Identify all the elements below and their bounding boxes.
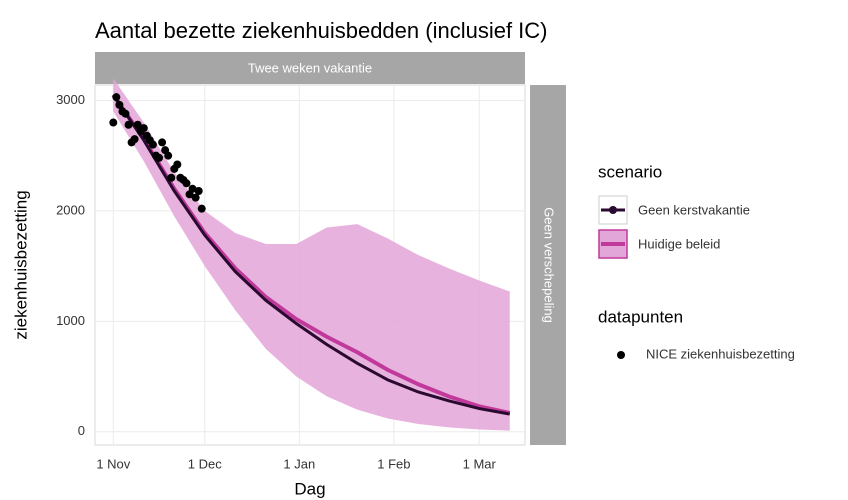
- data-point: [112, 93, 121, 102]
- facet-label: Geen verschepeling: [542, 207, 557, 323]
- legend-swatch: [617, 351, 625, 359]
- confidence-band: [113, 78, 510, 431]
- data-point: [124, 120, 133, 129]
- line: [112, 94, 511, 416]
- data-point: [139, 124, 148, 133]
- data-point: [148, 140, 157, 149]
- x-tick-label: 1 Dec: [188, 456, 222, 471]
- x-tick-label: 1 Feb: [377, 456, 410, 471]
- y-axis-title: ziekenhuisbezetting: [11, 190, 30, 339]
- data-point: [130, 135, 139, 144]
- data-point: [197, 204, 206, 213]
- data-point: [109, 118, 118, 127]
- data-point: [115, 100, 124, 109]
- x-axis-title: Dag: [294, 479, 325, 498]
- x-tick-label: 1 Jan: [283, 456, 315, 471]
- legend-title: datapunten: [598, 307, 683, 326]
- facet-strip: [530, 85, 566, 445]
- data-point: [173, 160, 182, 169]
- legend-swatch: [609, 206, 617, 214]
- chart-title: Aantal bezette ziekenhuisbedden (inclusi…: [95, 18, 548, 43]
- y-tick-label: 0: [78, 423, 85, 438]
- data-point: [121, 109, 130, 118]
- data-point: [188, 184, 197, 193]
- legend-label: Geen kerstvakantie: [638, 202, 750, 217]
- legend-label: NICE ziekenhuisbezetting: [646, 346, 795, 361]
- data-point: [167, 173, 176, 182]
- x-tick-label: 1 Mar: [463, 456, 497, 471]
- data-point: [194, 187, 203, 196]
- y-tick-label: 3000: [56, 92, 85, 107]
- facet-strip: [95, 52, 525, 84]
- facet-label: Twee weken vakantie: [248, 60, 372, 75]
- data-point: [155, 153, 164, 162]
- x-tick-label: 1 Nov: [96, 456, 130, 471]
- data-point: [191, 193, 200, 202]
- y-tick-label: 1000: [56, 313, 85, 328]
- y-tick-label: 2000: [56, 202, 85, 217]
- legend-title: scenario: [598, 162, 662, 181]
- data-point: [158, 138, 167, 147]
- data-point: [133, 120, 142, 129]
- legend-label: Huidige beleid: [638, 236, 720, 251]
- data-point: [182, 179, 191, 188]
- data-point: [164, 151, 173, 160]
